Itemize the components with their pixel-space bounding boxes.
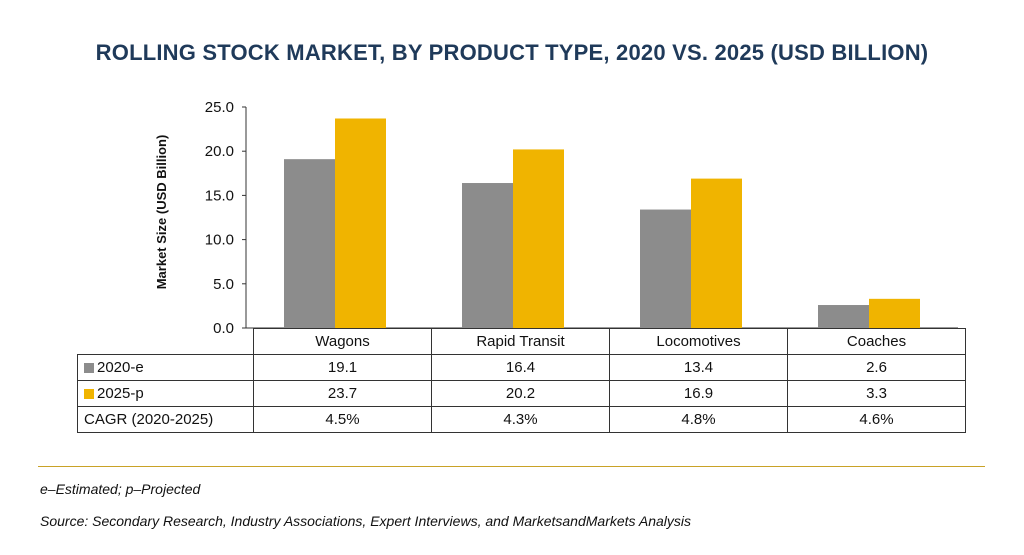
- bar-2025p-wagons: [335, 118, 386, 328]
- cagr-wagons: 4.5%: [253, 406, 432, 433]
- table-row-cagr: CAGR (2020-2025) 4.5% 4.3% 4.8% 4.6%: [77, 406, 966, 433]
- bars-group: [284, 118, 920, 328]
- bar-2025p-locomotives: [691, 178, 742, 328]
- category-label-wagons: Wagons: [253, 328, 432, 355]
- y-tick-label: 5.0: [213, 276, 234, 293]
- cagr-rapid-transit: 4.3%: [431, 406, 610, 433]
- data-label-2020-wagons: 19.1: [253, 354, 432, 381]
- bar-2020e-rapid-transit: [462, 183, 513, 328]
- y-tick-label: 10.0: [205, 232, 234, 249]
- data-label-2020-locomotives: 13.4: [609, 354, 788, 381]
- y-tick-label: 25.0: [205, 99, 234, 116]
- table-corner: [78, 329, 254, 355]
- data-label-2025-rapid-transit: 20.2: [431, 380, 610, 407]
- table-header-row: Wagons Rapid Transit Locomotives Coaches: [78, 328, 966, 355]
- cagr-label: CAGR (2020-2025): [77, 406, 254, 433]
- legend-entry-2025: 2025-p: [77, 380, 254, 407]
- y-tick-label: 20.0: [205, 143, 234, 160]
- y-tick-label: 15.0: [205, 187, 234, 204]
- data-label-2020-coaches: 2.6: [787, 354, 966, 381]
- footnote-estimated: e–Estimated; p–Projected: [40, 481, 201, 497]
- data-label-2020-rapid-transit: 16.4: [431, 354, 610, 381]
- cagr-locomotives: 4.8%: [609, 406, 788, 433]
- cagr-coaches: 4.6%: [787, 406, 966, 433]
- legend-swatch-2025: [84, 389, 94, 399]
- legend-entry-2020: 2020-e: [77, 354, 254, 381]
- bar-2020e-locomotives: [640, 209, 691, 328]
- data-label-2025-coaches: 3.3: [787, 380, 966, 407]
- bar-2020e-wagons: [284, 159, 335, 328]
- legend-label-2020: 2020-e: [97, 359, 144, 376]
- category-label-rapid-transit: Rapid Transit: [431, 328, 610, 355]
- bar-2025p-coaches: [869, 298, 920, 328]
- bar-2020e-coaches: [818, 305, 869, 328]
- source-note: Source: Secondary Research, Industry Ass…: [40, 513, 692, 529]
- data-table: Wagons Rapid Transit Locomotives Coaches…: [77, 328, 966, 433]
- footer-divider: [38, 466, 985, 467]
- y-tick-label: 0.0: [213, 320, 234, 337]
- legend-swatch-2020: [84, 363, 94, 373]
- chart-plot: 25.0 20.0 15.0 10.0 5.0 0.0 Market Size (USD …: [154, 99, 958, 337]
- data-label-2025-locomotives: 16.9: [609, 380, 788, 407]
- table-row-2025: 2025-p 23.7 20.2 16.9 3.3: [77, 380, 966, 407]
- table-row-2020: 2020-e 19.1 16.4 13.4 2.6: [77, 354, 966, 381]
- category-label-coaches: Coaches: [787, 328, 966, 355]
- data-label-2025-wagons: 23.7: [253, 380, 432, 407]
- y-axis-label: Market Size (USD Billion): [154, 135, 169, 290]
- category-label-locomotives: Locomotives: [609, 328, 788, 355]
- chart-title: ROLLING STOCK MARKET, BY PRODUCT TYPE, 2…: [95, 40, 929, 65]
- bar-2025p-rapid-transit: [513, 149, 564, 328]
- legend-label-2025: 2025-p: [97, 385, 144, 402]
